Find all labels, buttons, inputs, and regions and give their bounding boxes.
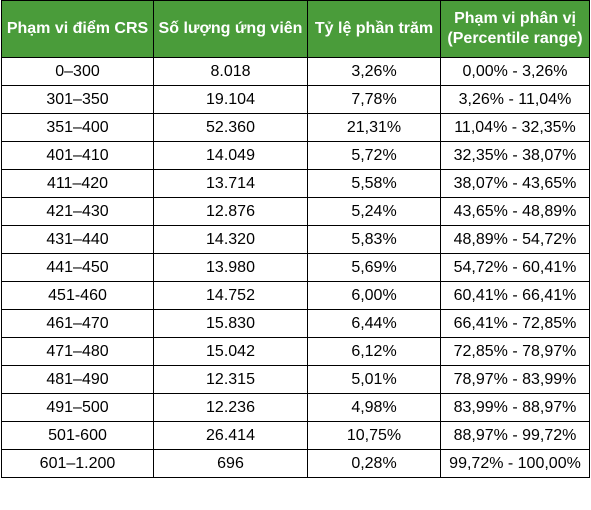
crs-range-cell: 491–500 — [1, 393, 154, 422]
crs-range-cell: 601–1.200 — [1, 449, 154, 478]
percentile-range-cell: 99,72% - 100,00% — [440, 449, 590, 478]
crs-range-cell: 411–420 — [1, 169, 154, 198]
percentile-range-cell: 66,41% - 72,85% — [440, 309, 590, 338]
percentage-cell: 5,58% — [307, 169, 441, 198]
table-row: 301–350 19.104 7,78% 3,26% - 11,04% — [1, 85, 590, 114]
percentage-cell: 6,44% — [307, 309, 441, 338]
percentile-range-cell: 32,35% - 38,07% — [440, 141, 590, 170]
header-percentile-range: Phạm vi phân vị (Percentile range) — [440, 0, 590, 58]
candidate-count-cell: 14.320 — [153, 225, 308, 254]
table-row: 441–450 13.980 5,69% 54,72% - 60,41% — [1, 253, 590, 282]
candidate-count-cell: 13.980 — [153, 253, 308, 282]
percentage-cell: 7,78% — [307, 85, 441, 114]
percentile-range-cell: 3,26% - 11,04% — [440, 85, 590, 114]
candidate-count-cell: 14.049 — [153, 141, 308, 170]
percentile-range-cell: 83,99% - 88,97% — [440, 393, 590, 422]
percentage-cell: 3,26% — [307, 57, 441, 86]
percentile-range-cell: 0,00% - 3,26% — [440, 57, 590, 86]
percentage-cell: 6,12% — [307, 337, 441, 366]
candidate-count-cell: 14.752 — [153, 281, 308, 310]
percentage-cell: 5,69% — [307, 253, 441, 282]
table-row: 0–300 8.018 3,26% 0,00% - 3,26% — [1, 57, 590, 86]
percentile-range-cell: 54,72% - 60,41% — [440, 253, 590, 282]
percentage-cell: 5,72% — [307, 141, 441, 170]
candidate-count-cell: 15.042 — [153, 337, 308, 366]
percentage-cell: 5,83% — [307, 225, 441, 254]
candidate-count-cell: 12.236 — [153, 393, 308, 422]
header-percentile-range-sublabel: (Percentile range) — [447, 30, 583, 47]
crs-range-cell: 301–350 — [1, 85, 154, 114]
table-row: 451-460 14.752 6,00% 60,41% - 66,41% — [1, 281, 590, 310]
crs-range-cell: 451-460 — [1, 281, 154, 310]
table-row: 461–470 15.830 6,44% 66,41% - 72,85% — [1, 309, 590, 338]
table-row: 471–480 15.042 6,12% 72,85% - 78,97% — [1, 337, 590, 366]
header-percentage-label: Tỷ lệ phần trăm — [314, 20, 434, 37]
candidate-count-cell: 13.714 — [153, 169, 308, 198]
candidate-count-cell: 696 — [153, 449, 308, 478]
table-row: 601–1.200 696 0,28% 99,72% - 100,00% — [1, 449, 590, 478]
table-row: 501-600 26.414 10,75% 88,97% - 99,72% — [1, 421, 590, 450]
percentile-range-cell: 78,97% - 83,99% — [440, 365, 590, 394]
candidate-count-cell: 12.876 — [153, 197, 308, 226]
percentile-range-cell: 43,65% - 48,89% — [440, 197, 590, 226]
header-crs-range: Phạm vi điểm CRS — [1, 0, 154, 58]
crs-range-cell: 431–440 — [1, 225, 154, 254]
header-row: Phạm vi điểm CRS Số lượng ứng viên Tỷ lệ… — [1, 0, 590, 58]
table-row: 411–420 13.714 5,58% 38,07% - 43,65% — [1, 169, 590, 198]
table-row: 491–500 12.236 4,98% 83,99% - 88,97% — [1, 393, 590, 422]
header-crs-range-label: Phạm vi điểm CRS — [6, 20, 149, 37]
crs-range-cell: 441–450 — [1, 253, 154, 282]
header-candidate-count-label: Số lượng ứng viên — [158, 20, 303, 37]
crs-distribution-table: Phạm vi điểm CRS Số lượng ứng viên Tỷ lệ… — [1, 0, 590, 478]
percentage-cell: 21,31% — [307, 113, 441, 142]
candidate-count-cell: 8.018 — [153, 57, 308, 86]
percentile-range-cell: 88,97% - 99,72% — [440, 421, 590, 450]
header-percentile-range-label: Phạm vi phân vị — [454, 10, 576, 27]
percentage-cell: 10,75% — [307, 421, 441, 450]
crs-range-cell: 501-600 — [1, 421, 154, 450]
table-row: 481–490 12.315 5,01% 78,97% - 83,99% — [1, 365, 590, 394]
candidate-count-cell: 52.360 — [153, 113, 308, 142]
percentile-range-cell: 38,07% - 43,65% — [440, 169, 590, 198]
crs-range-cell: 471–480 — [1, 337, 154, 366]
table-body: 0–300 8.018 3,26% 0,00% - 3,26% 301–350 19.10… — [1, 57, 590, 478]
candidate-count-cell: 19.104 — [153, 85, 308, 114]
candidate-count-cell: 26.414 — [153, 421, 308, 450]
crs-range-cell: 481–490 — [1, 365, 154, 394]
crs-range-cell: 351–400 — [1, 113, 154, 142]
crs-range-cell: 421–430 — [1, 197, 154, 226]
percentile-range-cell: 60,41% - 66,41% — [440, 281, 590, 310]
percentage-cell: 5,01% — [307, 365, 441, 394]
candidate-count-cell: 12.315 — [153, 365, 308, 394]
header-candidate-count: Số lượng ứng viên — [153, 0, 308, 58]
crs-range-cell: 0–300 — [1, 57, 154, 86]
percentile-range-cell: 48,89% - 54,72% — [440, 225, 590, 254]
percentage-cell: 4,98% — [307, 393, 441, 422]
percentage-cell: 5,24% — [307, 197, 441, 226]
percentage-cell: 6,00% — [307, 281, 441, 310]
percentile-range-cell: 11,04% - 32,35% — [440, 113, 590, 142]
header-percentage: Tỷ lệ phần trăm — [307, 0, 441, 58]
candidate-count-cell: 15.830 — [153, 309, 308, 338]
crs-range-cell: 461–470 — [1, 309, 154, 338]
table-row: 351–400 52.360 21,31% 11,04% - 32,35% — [1, 113, 590, 142]
table-row: 421–430 12.876 5,24% 43,65% - 48,89% — [1, 197, 590, 226]
table-row: 431–440 14.320 5,83% 48,89% - 54,72% — [1, 225, 590, 254]
percentile-range-cell: 72,85% - 78,97% — [440, 337, 590, 366]
percentage-cell: 0,28% — [307, 449, 441, 478]
table-row: 401–410 14.049 5,72% 32,35% - 38,07% — [1, 141, 590, 170]
crs-range-cell: 401–410 — [1, 141, 154, 170]
